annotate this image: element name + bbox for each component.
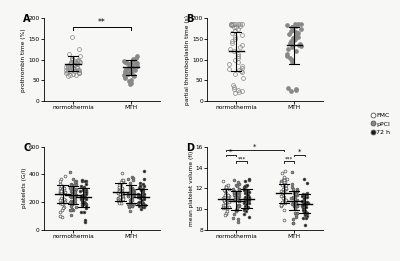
Text: B: B (186, 14, 194, 24)
Y-axis label: mean platelet volume (fl): mean platelet volume (fl) (189, 151, 194, 226)
Y-axis label: prothrombin time (%): prothrombin time (%) (22, 28, 26, 92)
Text: ***: *** (237, 156, 246, 161)
Text: A: A (23, 14, 31, 24)
Text: ***: *** (285, 156, 293, 161)
Text: *: * (253, 144, 256, 150)
Y-axis label: platelets (G/l): platelets (G/l) (22, 168, 26, 209)
Text: D: D (186, 143, 194, 153)
Text: **: ** (98, 18, 106, 27)
Legend: FMC, pPCI, 72 h: FMC, pPCI, 72 h (371, 113, 390, 135)
Text: *: * (229, 149, 233, 155)
Y-axis label: partial thromboplastin time (s): partial thromboplastin time (s) (185, 15, 190, 105)
Text: *: * (298, 149, 301, 155)
Text: C: C (23, 143, 30, 153)
